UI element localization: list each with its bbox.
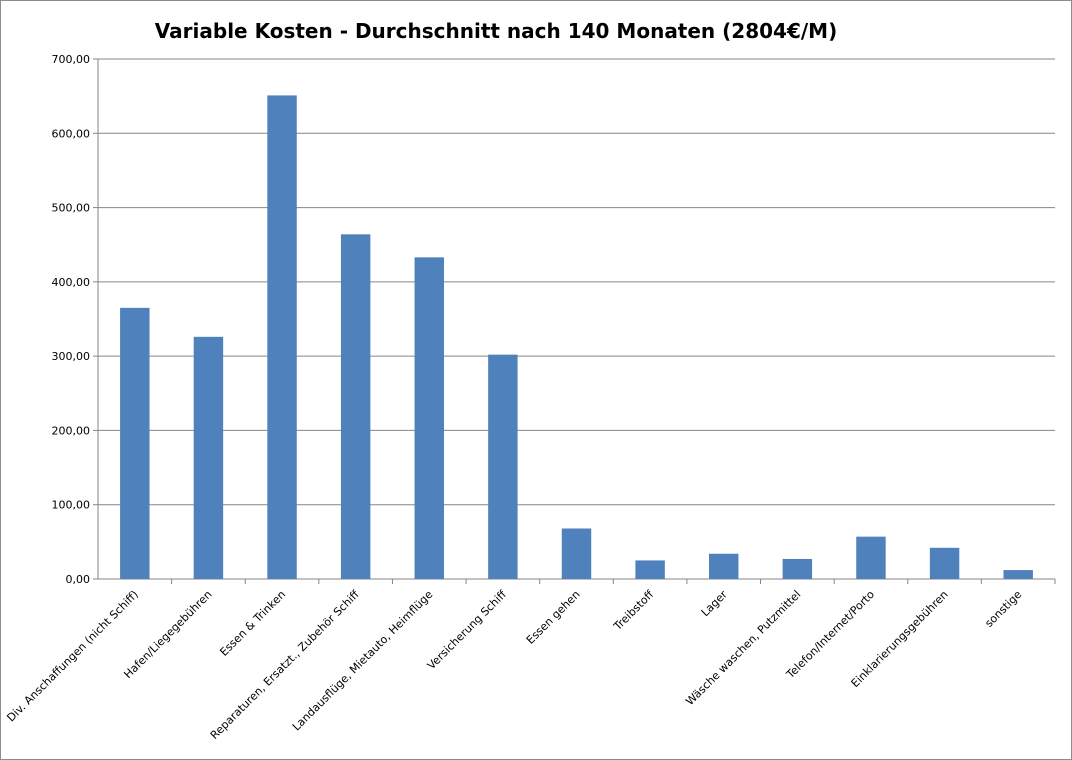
y-axis-tick-labels: 0,00 100,00 200,00 300,00 400,00 500,00 600,00… [52, 53, 91, 586]
x-category-label: Versicherung Schiff [425, 588, 510, 673]
bar [120, 307, 150, 579]
bar [340, 234, 371, 580]
gridlines [98, 58, 1055, 506]
x-category-label: Essen & Trinken [217, 588, 288, 659]
x-category-label: Essen gehen [524, 588, 583, 647]
x-category-label: Treibstoff [611, 588, 657, 634]
y-tick-label: 500,00 [52, 202, 91, 215]
y-tick-label: 600,00 [52, 127, 91, 140]
bar [1003, 570, 1033, 579]
y-tick-label: 400,00 [52, 276, 91, 289]
y-tick-label: 700,00 [52, 53, 91, 66]
bar [561, 528, 592, 579]
bar [782, 558, 813, 579]
chart-title: Variable Kosten - Durchschnitt nach 140 … [155, 19, 837, 43]
bar [929, 547, 960, 579]
bar [267, 95, 297, 580]
y-tick-label: 200,00 [52, 424, 91, 437]
x-category-label: sonstige [982, 588, 1024, 630]
x-category-label: Landausflüge, Mietauto, Heimflüge [290, 588, 436, 734]
bar [193, 336, 224, 579]
x-axis-category-labels: Div. Anschaffungen (nicht Schiff)Hafen/L… [4, 588, 1024, 742]
bars [120, 95, 1033, 580]
bar [709, 553, 739, 579]
bar [414, 257, 444, 579]
x-category-label: Lager [699, 588, 731, 620]
bar [856, 536, 886, 579]
y-tick-label: 300,00 [52, 350, 91, 363]
x-category-label: Reparaturen, Ersatzt., Zubehör Schiff [208, 588, 362, 742]
y-tick-label: 100,00 [52, 499, 91, 512]
bar [488, 354, 518, 579]
bar [635, 560, 665, 579]
x-category-label: Div. Anschaffungen (nicht Schiff) [4, 588, 140, 724]
axes [93, 58, 1056, 584]
y-tick-label: 0,00 [66, 573, 91, 586]
